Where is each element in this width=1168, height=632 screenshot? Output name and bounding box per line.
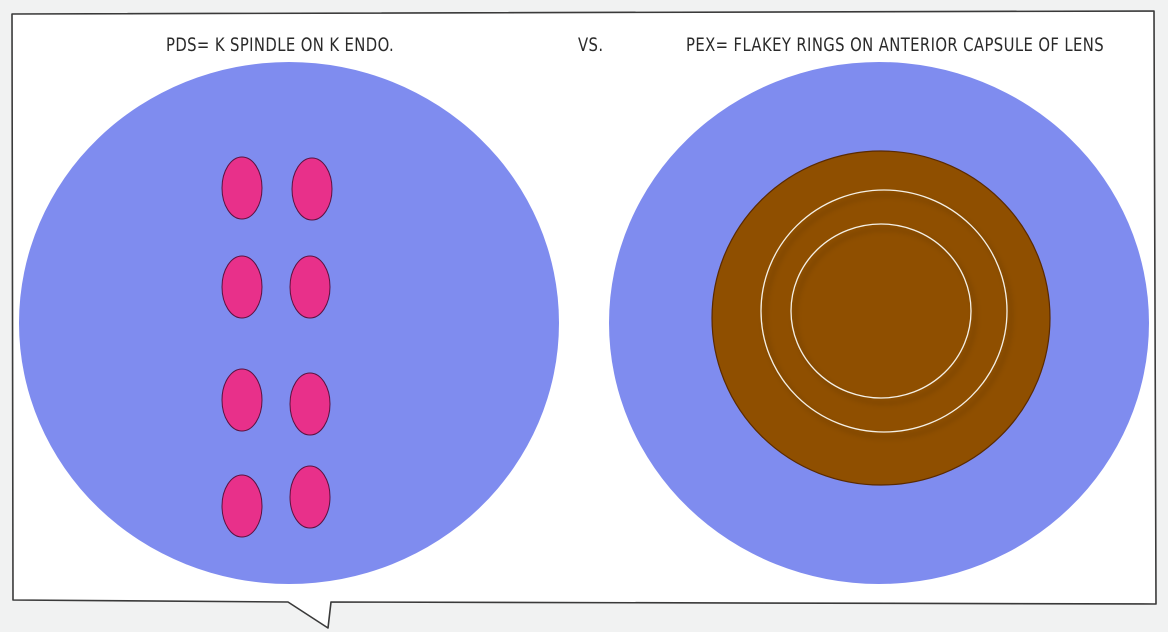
pds-title: PDS= K SPINDLE ON K ENDO.: [166, 34, 395, 56]
pigment-spindle-dot: [289, 465, 331, 529]
pigment-spindle-dot: [289, 255, 331, 319]
left-eye-circle: [19, 62, 559, 584]
lens-capsule-circle: [711, 150, 1051, 486]
inner-flake-ring: [790, 223, 972, 399]
pigment-spindle-dot: [291, 157, 333, 221]
pigment-spindle-dot: [289, 372, 331, 436]
flakey-rings-group: [760, 189, 1008, 433]
keratic-spindle-group: [221, 156, 333, 538]
pigment-spindle-dot: [221, 474, 263, 538]
versus-label: VS.: [578, 34, 604, 56]
pex-title: PEX= FLAKEY RINGS ON ANTERIOR CAPSULE OF…: [686, 34, 1105, 56]
pigment-spindle-dot: [221, 368, 263, 432]
outer-flake-ring: [760, 189, 1008, 433]
pigment-spindle-dot: [221, 255, 263, 319]
pigment-spindle-dot: [221, 156, 263, 220]
